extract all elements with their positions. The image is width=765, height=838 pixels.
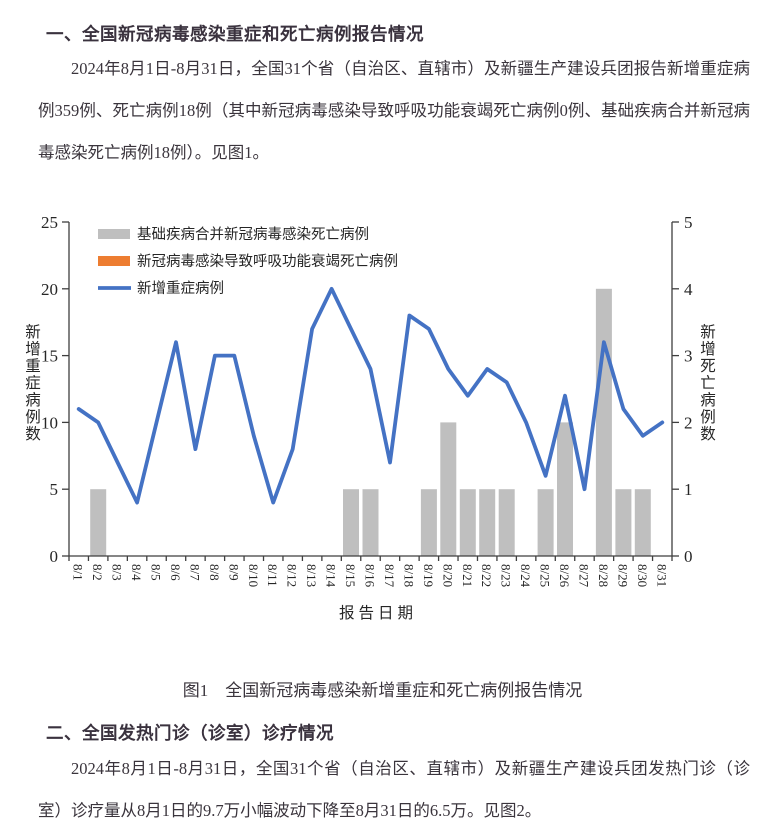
left-axis-title: 新增重症病例数 <box>25 323 41 443</box>
x-tick-label-8/18: 8/18 <box>401 564 416 587</box>
death-bar-8/23 <box>498 489 515 556</box>
x-tick-label-8/24: 8/24 <box>518 564 533 588</box>
death-bar-8/26 <box>557 422 573 556</box>
left-axis-tick-label: 0 <box>50 547 59 566</box>
legend-label-2: 新冠病毒感染导致呼吸功能衰竭死亡病例 <box>137 253 398 270</box>
x-tick-label-8/17: 8/17 <box>382 564 397 588</box>
x-tick-label-8/11: 8/11 <box>265 564 280 587</box>
x-tick-label-8/19: 8/19 <box>421 564 436 587</box>
left-axis-tick-label: 15 <box>41 347 58 366</box>
section2-heading: 二、全国发热门诊（诊室）诊疗情况 <box>46 723 334 743</box>
severe-cases-line <box>76 286 665 505</box>
death-bar-8/21 <box>459 489 476 556</box>
right-axis-tick-label: 5 <box>684 213 693 232</box>
x-tick-label-8/16: 8/16 <box>363 564 378 588</box>
death-bar-8/20 <box>440 422 457 556</box>
right-axis-tick-label: 4 <box>684 280 693 299</box>
right-axis-title: 新增死亡病例数 <box>700 323 716 443</box>
x-tick-label-8/7: 8/7 <box>187 564 202 581</box>
left-axis-tick-label: 25 <box>41 213 58 232</box>
legend-label-3: 新增重症病例 <box>137 280 224 297</box>
death-bar-8/16 <box>362 489 379 556</box>
left-axis-tick-label: 20 <box>41 280 58 299</box>
x-tick-label-8/21: 8/21 <box>460 564 475 587</box>
x-tick-label-8/5: 8/5 <box>149 564 164 581</box>
x-tick-label-8/13: 8/13 <box>304 564 319 587</box>
x-tick-label-8/30: 8/30 <box>635 564 650 587</box>
x-tick-label-8/27: 8/27 <box>577 564 592 588</box>
x-tick-label-8/31: 8/31 <box>654 564 669 587</box>
section1-paragraph: 2024年8月1日-8月31日，全国31个省（自治区、直辖市）及新疆生产建设兵团… <box>38 59 750 162</box>
legend-swatch-1 <box>98 229 130 239</box>
x-tick-label-8/9: 8/9 <box>226 564 241 581</box>
legend-label-1: 基础疾病合并新冠病毒感染死亡病例 <box>137 226 369 243</box>
right-axis-tick-label: 2 <box>684 413 693 432</box>
death-bar-8/30 <box>634 489 651 556</box>
x-tick-label-8/10: 8/10 <box>246 564 261 587</box>
x-tick-label-8/12: 8/12 <box>285 564 300 587</box>
x-tick-label-8/23: 8/23 <box>499 564 514 587</box>
x-tick-label-8/14: 8/14 <box>324 564 339 588</box>
x-tick-label-8/1: 8/1 <box>71 564 86 581</box>
death-bar-8/28 <box>595 288 612 556</box>
x-tick-label-8/29: 8/29 <box>615 564 630 587</box>
x-tick-label-8/6: 8/6 <box>168 564 183 581</box>
left-axis-tick-label: 5 <box>50 480 59 499</box>
x-tick-label-8/2: 8/2 <box>90 564 105 581</box>
figure1-caption: 图1 全国新冠病毒感染新增重症和死亡病例报告情况 <box>182 681 583 700</box>
section2-paragraph: 2024年8月1日-8月31日，全国31个省（自治区、直辖市）及新疆生产建设兵团… <box>38 759 750 820</box>
legend-swatch-2 <box>98 256 130 266</box>
death-bar-8/25 <box>537 489 554 556</box>
right-axis-tick-label: 1 <box>684 480 693 499</box>
x-tick-label-8/8: 8/8 <box>207 564 222 581</box>
x-tick-label-8/26: 8/26 <box>557 564 572 588</box>
section1-heading: 一、全国新冠病毒感染重症和死亡病例报告情况 <box>46 24 424 44</box>
death-bar-8/29 <box>615 489 632 556</box>
death-bar-8/22 <box>479 489 496 556</box>
death-bar-8/2 <box>90 489 107 556</box>
x-tick-label-8/28: 8/28 <box>596 564 611 587</box>
x-tick-label-8/20: 8/20 <box>440 564 455 587</box>
x-tick-label-8/15: 8/15 <box>343 564 358 587</box>
right-axis-tick-label: 3 <box>684 347 693 366</box>
x-tick-label-8/4: 8/4 <box>129 564 144 581</box>
right-axis-tick-label: 0 <box>684 547 693 566</box>
left-axis-tick-label: 10 <box>41 413 58 432</box>
x-tick-label-8/22: 8/22 <box>479 564 494 587</box>
x-tick-label-8/25: 8/25 <box>538 564 553 587</box>
death-bar-8/15 <box>343 489 359 556</box>
x-tick-label-8/3: 8/3 <box>110 564 125 581</box>
figure1-chart: 0 5 10 15 20 25 0 1 2 3 4 5 8/1 8/2 8/3 8/4 8/5 8/6 8/7 8/8… <box>25 213 716 622</box>
x-axis-title: 报告日期 <box>339 604 417 622</box>
death-bar-8/19 <box>420 489 437 556</box>
